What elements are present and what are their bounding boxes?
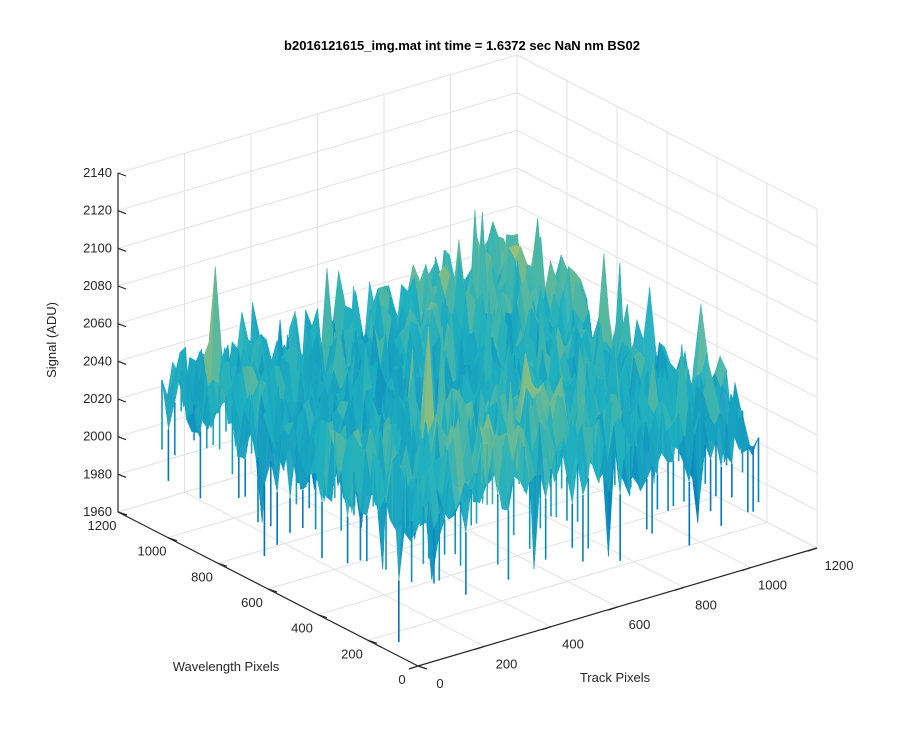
y-tick-label: 600 xyxy=(241,595,263,610)
z-tick-mark xyxy=(117,323,127,328)
x-tick-mark xyxy=(741,567,751,572)
z-tick-mark xyxy=(117,247,127,252)
y-tick-mark xyxy=(367,639,378,644)
y-tick-mark xyxy=(417,665,428,670)
z-tick-label: 2060 xyxy=(83,316,112,331)
y-tick-label: 1200 xyxy=(88,518,117,533)
y-tick-label: 0 xyxy=(398,672,405,687)
z-tick-mark xyxy=(117,360,127,365)
y-axis-label: Wavelength Pixels xyxy=(173,659,280,674)
z-tick-label: 2020 xyxy=(83,391,112,406)
x-tick-label: 400 xyxy=(562,637,584,652)
z-tick-mark xyxy=(117,285,127,290)
z-axis-label: Signal (ADU) xyxy=(44,302,59,378)
z-tick-label: 1960 xyxy=(83,504,112,519)
y-tick-label: 200 xyxy=(341,646,363,661)
x-tick-mark xyxy=(541,626,552,631)
x-tick-mark xyxy=(608,606,618,611)
x-tick-label: 0 xyxy=(436,676,443,691)
wall-grid-line xyxy=(117,167,518,287)
wall-grid-line xyxy=(117,129,518,249)
x-tick-mark xyxy=(674,586,685,591)
z-tick-label: 1980 xyxy=(83,466,112,481)
z-tick-label: 2100 xyxy=(83,240,112,255)
y-tick-label: 400 xyxy=(291,621,313,636)
x-tick-label: 1200 xyxy=(825,558,854,573)
x-tick-label: 200 xyxy=(496,656,518,671)
z-tick-label: 2040 xyxy=(83,353,112,368)
x-tick-mark xyxy=(807,547,818,552)
z-tick-label: 2000 xyxy=(83,429,112,444)
x-tick-mark xyxy=(408,665,419,670)
surface-mesh xyxy=(161,209,760,643)
z-tick-label: 2120 xyxy=(83,203,112,218)
z-tick-mark xyxy=(117,210,127,215)
z-tick-mark xyxy=(117,172,127,177)
y-tick-mark xyxy=(317,614,328,619)
x-tick-mark xyxy=(475,645,485,650)
x-tick-label: 800 xyxy=(695,597,717,612)
y-tick-labels: 0 200 400 600 800 1000 1200 xyxy=(88,518,406,687)
wall-grid-line xyxy=(117,92,518,212)
x-tick-labels: 0 200 400 600 800 1000 1200 xyxy=(436,558,853,691)
y-tick-label: 1000 xyxy=(138,544,167,559)
x-axis-label: Track Pixels xyxy=(580,670,651,685)
wall-grid-line xyxy=(117,54,518,174)
x-tick-label: 600 xyxy=(629,617,651,632)
z-tick-label: 2080 xyxy=(83,278,112,293)
x-tick-label: 1000 xyxy=(758,578,787,593)
y-tick-mark xyxy=(117,511,128,516)
z-tick-mark xyxy=(117,398,127,403)
axes-lines xyxy=(117,172,818,670)
z-tick-mark xyxy=(117,436,127,441)
y-tick-mark xyxy=(167,537,178,542)
y-tick-mark xyxy=(217,562,228,567)
y-tick-label: 800 xyxy=(191,569,213,584)
y-tick-mark xyxy=(267,588,278,593)
z-tick-label: 2140 xyxy=(83,165,112,180)
z-tick-mark xyxy=(117,473,127,478)
chart-title: b2016121615_img.mat int time = 1.6372 se… xyxy=(284,38,640,53)
wall-grid-line xyxy=(117,205,518,325)
z-tick-labels: 1960 1980 2000 2020 2040 2060 2080 2100 2120 2140 xyxy=(83,165,112,519)
